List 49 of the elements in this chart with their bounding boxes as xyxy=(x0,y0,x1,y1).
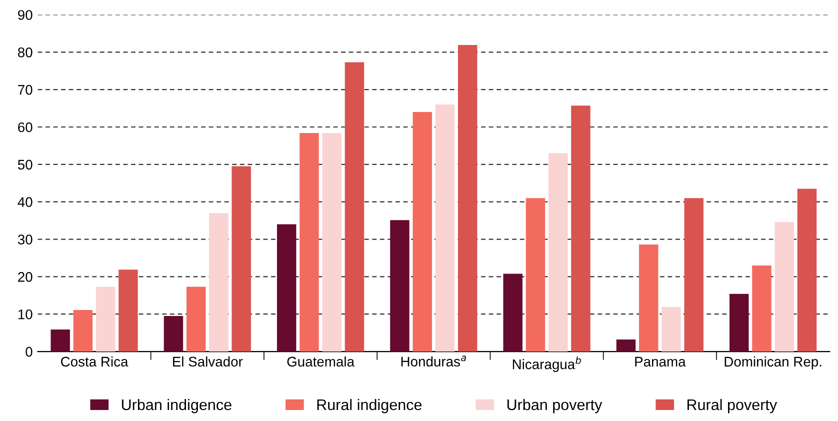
bar xyxy=(797,188,817,352)
bar xyxy=(730,294,749,352)
bar xyxy=(322,132,342,352)
bar xyxy=(50,329,70,352)
bar xyxy=(774,222,794,352)
bar xyxy=(435,104,455,352)
y-tick-label: 70 xyxy=(18,84,32,95)
bar xyxy=(503,274,522,352)
bar xyxy=(209,213,228,352)
bar xyxy=(458,45,478,352)
bar xyxy=(638,244,658,352)
x-tick-label: Panama xyxy=(635,356,686,367)
y-tick-label: 90 xyxy=(18,10,32,20)
bar xyxy=(118,270,138,352)
x-tick-label: Nicaragua$^{b}$ xyxy=(512,356,581,372)
bar xyxy=(662,307,681,352)
y-tick-label: 60 xyxy=(18,122,32,132)
y-tick-label: 0 xyxy=(26,346,32,357)
bar xyxy=(412,112,432,352)
x-tick-label: Honduras$^{a}$ xyxy=(401,356,466,367)
bar xyxy=(344,62,364,352)
bar xyxy=(684,198,704,352)
x-tick-label: Costa Rica xyxy=(61,356,128,367)
legend-label: Rural poverty xyxy=(687,398,778,414)
bar xyxy=(526,198,546,352)
bar xyxy=(390,220,410,352)
bar xyxy=(73,310,93,352)
legend-label: Urban indigence xyxy=(122,398,232,414)
x-tick-label: Dominican Rep. xyxy=(724,356,822,370)
bar xyxy=(276,224,296,352)
bar xyxy=(548,153,568,352)
y-tick-label: 40 xyxy=(18,197,32,208)
bar xyxy=(96,286,116,352)
bar xyxy=(752,265,772,352)
bar xyxy=(571,106,590,352)
bar xyxy=(300,132,319,352)
x-tick-label: El Salvador xyxy=(173,356,243,367)
x-tick-label: Guatemala xyxy=(287,356,355,367)
bar xyxy=(186,286,206,352)
bar xyxy=(232,166,251,352)
bar xyxy=(616,340,636,352)
y-tick-label: 30 xyxy=(18,234,32,244)
y-tick-label: 50 xyxy=(18,160,32,170)
y-tick-label: 80 xyxy=(18,47,32,58)
y-tick-label: 10 xyxy=(18,309,32,320)
legend-label: Urban poverty xyxy=(507,398,602,414)
bar xyxy=(164,316,184,352)
y-tick-label: 20 xyxy=(18,272,32,282)
legend-label: Rural indigence xyxy=(317,398,422,414)
